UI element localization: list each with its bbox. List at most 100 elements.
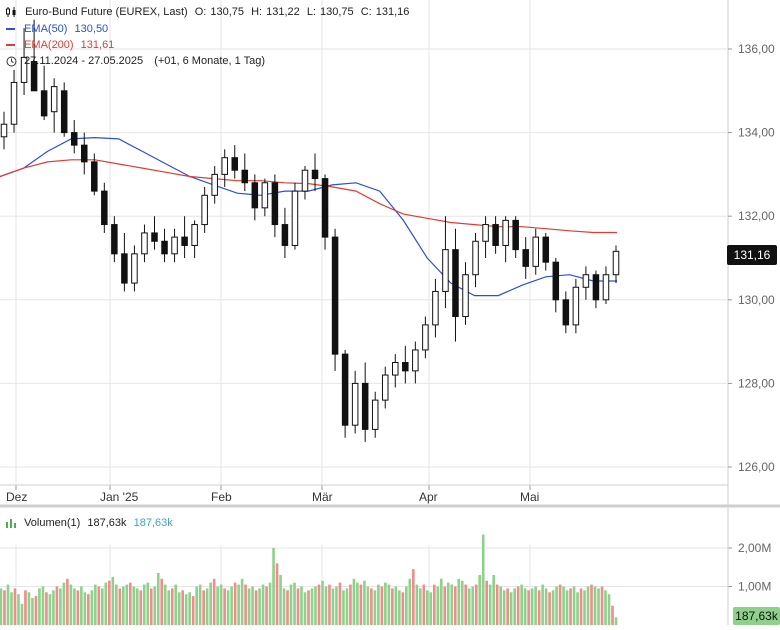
last-volume-badge: 187,63k <box>733 607 780 625</box>
volume-bar <box>541 584 544 625</box>
volume-bar <box>537 590 541 625</box>
volume-bar <box>401 592 405 625</box>
y-tick-label: 134,00 <box>738 126 775 140</box>
volume-bar <box>432 584 436 625</box>
candle-body <box>562 299 570 326</box>
volume-bar <box>572 586 576 625</box>
volume-bar <box>174 584 178 625</box>
candle-body <box>281 224 289 246</box>
volume-bar <box>583 590 586 625</box>
volume-bar <box>268 582 272 625</box>
volume-bar <box>195 586 198 625</box>
volume-bar <box>258 588 261 625</box>
last-price-value: 131,16 <box>733 248 771 262</box>
candle-body <box>301 169 309 192</box>
volume-bar <box>380 586 384 625</box>
volume-bar <box>590 584 593 625</box>
ema50-label: EMA(50) <box>24 23 68 35</box>
volume-bar <box>108 580 111 625</box>
volume-bar <box>184 594 188 625</box>
candle-body <box>512 219 519 251</box>
volume-value-a: 187,63k <box>87 517 127 529</box>
volume-bar <box>104 582 108 625</box>
candle-body <box>91 161 98 192</box>
volume-bar <box>324 586 328 625</box>
ema50-swatch <box>6 28 15 31</box>
low-value: 130,75 <box>320 6 354 18</box>
volume-bar <box>146 582 150 625</box>
volume-bar <box>530 588 534 625</box>
volume-bar <box>279 574 282 625</box>
volume-bar <box>230 586 233 625</box>
candle-body <box>211 173 218 196</box>
candle-body <box>171 236 178 255</box>
candle-body <box>141 232 148 255</box>
clock-icon[interactable] <box>6 56 17 67</box>
volume-bar <box>415 584 419 625</box>
candle-body <box>70 132 78 146</box>
volume-bar <box>485 580 489 625</box>
volume-bar <box>565 590 569 625</box>
ema200-legend[interactable]: EMA(200) 131,61 <box>6 38 114 52</box>
candle-body <box>321 178 329 238</box>
volume-bar <box>349 584 352 625</box>
candle-body <box>432 290 439 326</box>
candle-body <box>271 182 279 226</box>
volume-bar <box>398 590 401 625</box>
volume-bar <box>352 578 356 625</box>
volume-bar <box>125 584 129 625</box>
volume-bar <box>177 592 181 625</box>
volume-bar <box>94 584 97 625</box>
volume-bar <box>317 584 321 625</box>
ema200-value: 131,61 <box>80 39 115 51</box>
volume-bars-icon <box>6 518 17 529</box>
volume-bar <box>20 603 24 625</box>
volume-bar <box>209 582 212 625</box>
volume-bar <box>247 588 251 625</box>
volume-bar <box>87 594 90 625</box>
candle-body <box>331 236 339 355</box>
volume-bar <box>467 588 471 625</box>
volume-bar <box>27 592 31 625</box>
volume-bar <box>328 584 331 625</box>
ema200-swatch <box>6 44 15 47</box>
ema50-legend[interactable]: EMA(50) 130,50 <box>6 22 108 36</box>
volume-bar <box>453 586 457 625</box>
volume-bar <box>412 569 415 625</box>
volume-bar <box>366 586 370 625</box>
volume-bar <box>551 590 555 625</box>
last-price-badge: 131,16 <box>727 245 777 265</box>
candle-body <box>20 56 28 83</box>
volume-bar <box>76 590 80 625</box>
volume-bar <box>419 588 422 625</box>
candle-body <box>10 81 18 125</box>
candle-body <box>261 182 269 209</box>
candle-body <box>101 190 108 226</box>
volume-bar <box>265 586 268 625</box>
candle-body <box>351 382 359 426</box>
volume-bar <box>558 584 562 625</box>
volume-bar <box>562 586 565 625</box>
volume-axis: 1,00M 2,00M <box>727 508 771 625</box>
volume-bar <box>457 578 461 625</box>
volume-bar <box>296 588 300 625</box>
volume-bar <box>205 588 209 625</box>
x-tick-label: Dez <box>6 490 27 504</box>
volume-bar <box>233 582 237 625</box>
volume-bar <box>377 584 380 625</box>
volume-bar <box>261 584 265 625</box>
date-range: 27.11.2024 - 27.05.2025 <box>24 55 144 67</box>
volume-bar <box>31 598 34 625</box>
volume-legend[interactable]: Volumen(1) 187,63k 187,63k <box>6 516 173 530</box>
range-row: 27.11.2024 - 27.05.2025 (+01, 6 Monate, … <box>6 54 265 68</box>
candlestick-icon[interactable] <box>6 7 18 18</box>
ema50-value: 130,50 <box>74 23 109 35</box>
volume-bar <box>499 586 502 625</box>
candle-body <box>30 61 38 92</box>
volume-bar <box>310 588 314 625</box>
y-tick-label: 128,00 <box>738 376 775 390</box>
candle-body <box>542 236 550 263</box>
volume-bar <box>321 580 324 625</box>
volume-bar <box>391 588 394 625</box>
